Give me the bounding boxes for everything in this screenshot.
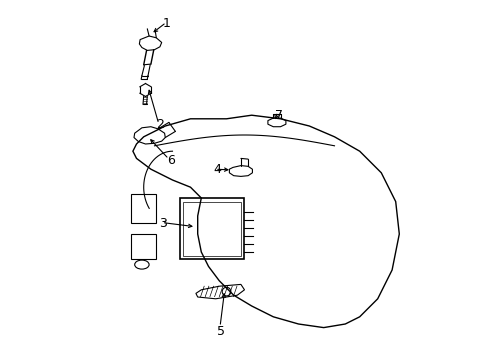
Bar [131, 234, 156, 259]
Text: 7: 7 [274, 109, 282, 122]
Bar [131, 194, 156, 223]
Text: 4: 4 [213, 163, 221, 176]
Bar [183, 202, 241, 256]
Text: 3: 3 [159, 217, 167, 230]
Text: 2: 2 [156, 118, 163, 131]
Text: 5: 5 [217, 325, 224, 338]
Bar [179, 198, 244, 259]
Text: 6: 6 [166, 154, 174, 167]
Text: 1: 1 [163, 17, 171, 30]
